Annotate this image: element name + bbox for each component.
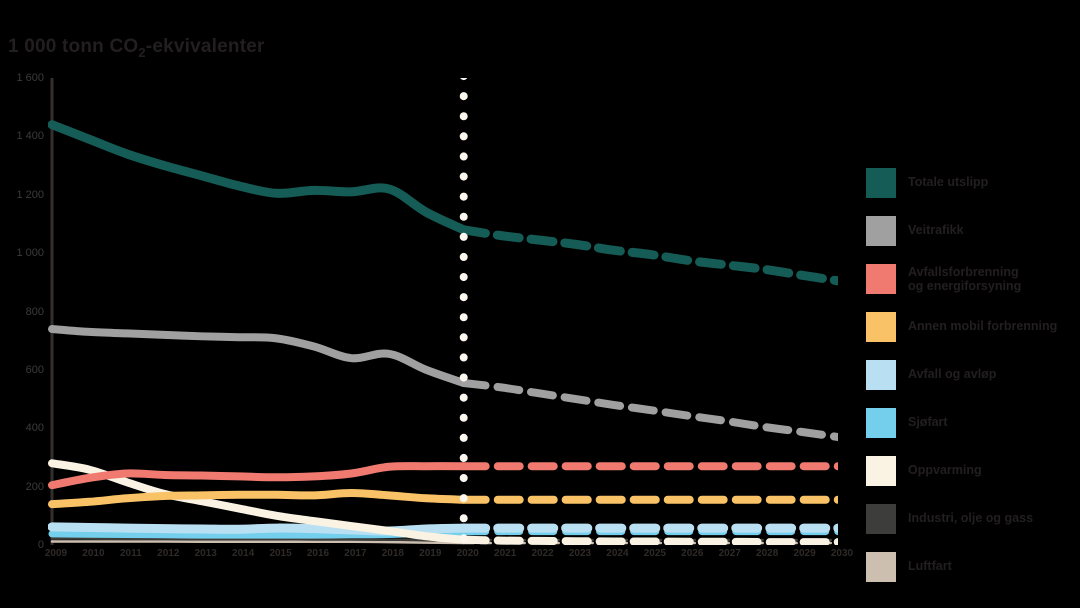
legend-item[interactable]: Avfall og avløp (866, 360, 1080, 396)
x-tick-label: 2029 (793, 548, 816, 559)
legend-label: Oppvarming (908, 463, 982, 477)
legend-label: Totale utslipp (908, 175, 989, 189)
x-tick-label: 2020 (456, 548, 479, 559)
chart-legend: Totale utslipp Veitrafikk Avfallsforbrenni… (866, 168, 1080, 600)
series-line-forecast (459, 535, 838, 545)
legend-swatch-luftfart (866, 552, 896, 582)
chart-svg (48, 78, 838, 545)
x-tick-label: 2022 (531, 548, 554, 559)
legend-label: Avfallsforbrenning og energiforsyning (908, 265, 1022, 293)
page-title-tail: -ekvivalenter (145, 36, 265, 57)
series-line-historic (48, 462, 468, 490)
legend-swatch-avfall_avlop (866, 360, 896, 390)
y-tick-label: 1 600 (16, 72, 44, 84)
series-line-forecast (459, 379, 838, 442)
legend-label: Luftfart (908, 559, 952, 573)
x-tick-label: 2018 (381, 548, 404, 559)
x-tick-label: 2027 (718, 548, 741, 559)
legend-item[interactable]: Totale utslipp (866, 168, 1080, 204)
x-tick-label: 2014 (232, 548, 255, 559)
legend-swatch-industri (866, 504, 896, 534)
series-line-historic (48, 459, 468, 544)
legend-label: Veitrafikk (908, 223, 964, 237)
legend-item[interactable]: Industri, olje og gass (866, 504, 1080, 540)
series-line-historic (48, 325, 468, 388)
x-tick-label: 2026 (681, 548, 704, 559)
series-line-historic (50, 540, 465, 545)
x-tick-label: 2019 (419, 548, 442, 559)
x-axis-tick-labels: 2009 2010 2011 2012 2013 2014 2015 2016 2017 2018… (44, 548, 853, 568)
legend-label: Annen mobil forbrenning (908, 319, 1058, 333)
page-title-subscript: 2 (138, 44, 146, 60)
legend-item[interactable]: Oppvarming (866, 456, 1080, 492)
x-tick-label: 2010 (82, 548, 105, 559)
x-tick-label: 2024 (606, 548, 629, 559)
legend-swatch-avfallsforbrenning (866, 264, 896, 294)
series-line-forecast (459, 225, 838, 286)
series-line-historic (48, 489, 468, 509)
legend-swatch-sjofart (866, 408, 896, 438)
series-group (48, 120, 838, 545)
legend-label: Industri, olje og gass (908, 511, 1034, 525)
page-title-main: 1 000 tonn CO (8, 36, 139, 57)
legend-swatch-totale_utslipp (866, 168, 896, 198)
legend-swatch-annen_mobil (866, 312, 896, 342)
y-tick-label: 1 200 (16, 188, 44, 201)
legend-label: Sjøfart (908, 415, 948, 429)
x-tick-label: 2023 (568, 548, 592, 559)
y-tick-label: 1 000 (16, 247, 44, 260)
x-tick-label: 2025 (643, 548, 666, 559)
series-line-historic (50, 537, 465, 542)
legend-swatch-veitrafikk (866, 216, 896, 246)
x-tick-label: 2015 (269, 548, 292, 559)
x-tick-label: 2013 (194, 548, 217, 559)
page-title: 1 000 tonn CO2-ekvivalenter (8, 36, 265, 60)
x-tick-label: 2017 (344, 548, 367, 559)
y-tick-label: 600 (25, 363, 44, 376)
legend-item[interactable]: Luftfart (866, 552, 1080, 588)
legend-item[interactable]: Sjøfart (866, 408, 1080, 444)
legend-label: Avfall og avløp (908, 367, 997, 381)
legend-item[interactable]: Avfallsforbrenning og energiforsyning (866, 264, 1080, 300)
y-axis-tick-labels: 0 200 400 600 800 1 000 1 200 1 400 1 600 (0, 0, 44, 608)
x-tick-label: 2030 (830, 548, 854, 559)
legend-item[interactable]: Veitrafikk (866, 216, 1080, 252)
legend-swatch-oppvarming (866, 456, 896, 486)
y-tick-label: 1 400 (16, 130, 44, 143)
y-tick-label: 400 (25, 422, 44, 435)
x-tick-label: 2012 (157, 548, 180, 559)
x-tick-label: 2021 (494, 548, 517, 559)
y-tick-label: 0 (37, 539, 44, 551)
legend-item[interactable]: Annen mobil forbrenning (866, 312, 1080, 348)
plot-area (48, 78, 838, 545)
y-tick-label: 800 (25, 305, 44, 318)
x-tick-label: 2028 (756, 548, 779, 559)
series-line-historic (48, 120, 469, 235)
x-tick-label: 2009 (44, 548, 68, 559)
x-tick-label: 2016 (306, 548, 330, 559)
x-tick-label: 2011 (119, 548, 142, 559)
y-tick-label: 200 (25, 480, 44, 493)
